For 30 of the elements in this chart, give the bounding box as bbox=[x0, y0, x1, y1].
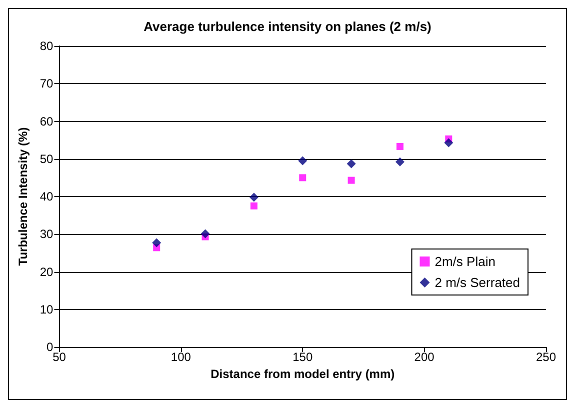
x-axis-title: Distance from model entry (mm) bbox=[210, 366, 395, 381]
y-tick-label: 20 bbox=[40, 264, 54, 279]
y-tick-label: 80 bbox=[40, 39, 54, 53]
x-tick-label: 250 bbox=[536, 350, 556, 364]
point bbox=[298, 156, 308, 166]
point bbox=[395, 157, 404, 166]
point bbox=[348, 176, 355, 184]
point bbox=[444, 138, 454, 148]
legend-label: 2m/s Plain bbox=[434, 254, 496, 269]
x-tick-label: 100 bbox=[170, 350, 192, 364]
point bbox=[249, 192, 258, 202]
x-tick-label: 50 bbox=[52, 350, 66, 364]
point bbox=[299, 174, 306, 182]
point bbox=[250, 202, 258, 210]
point bbox=[152, 238, 162, 248]
x-tick-label: 150 bbox=[292, 350, 313, 364]
y-tick-label: 10 bbox=[40, 302, 54, 316]
y-tick-label: 50 bbox=[40, 152, 54, 166]
y-tick-label: 0 bbox=[46, 340, 54, 354]
y-tick-label: 60 bbox=[40, 114, 54, 128]
chart-title: Average turbulence intensity on planes (2 m/s) bbox=[144, 19, 432, 34]
y-tick-label: 30 bbox=[40, 227, 54, 242]
y-axis-title: Turbulence Intensity (%) bbox=[16, 127, 30, 266]
y-tick-label: 70 bbox=[40, 76, 54, 91]
point bbox=[346, 159, 356, 168]
x-tick-label: 200 bbox=[414, 350, 435, 364]
legend-label: 2 m/s Serrated bbox=[434, 275, 520, 290]
point bbox=[396, 142, 404, 150]
y-tick-label: 40 bbox=[40, 190, 54, 204]
point bbox=[200, 229, 210, 238]
